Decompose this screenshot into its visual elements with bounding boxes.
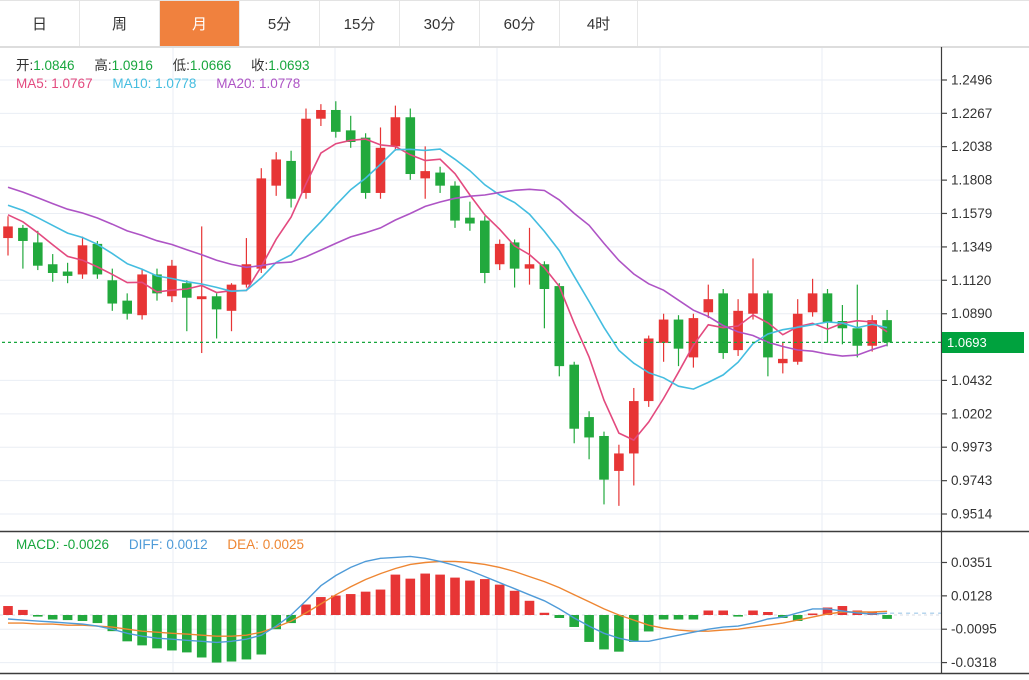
open-value: 1.0846 — [33, 58, 75, 73]
svg-text:1.0202: 1.0202 — [951, 406, 992, 421]
ma5-value: 1.0767 — [51, 76, 93, 91]
dea-label: DEA: — [227, 537, 259, 552]
svg-text:1.1579: 1.1579 — [951, 206, 992, 221]
dea-line — [8, 560, 888, 637]
tab-5分[interactable]: 5分 — [240, 1, 320, 46]
tab-月[interactable]: 月 — [160, 1, 240, 46]
current-price-badge: 1.0693 — [942, 331, 1024, 353]
candlestick-series — [3, 101, 892, 506]
macd-value: -0.0026 — [63, 537, 110, 552]
ma20-line — [7, 186, 888, 357]
dea-value: 0.0025 — [262, 537, 304, 552]
ohlc-readout: 开:1.0846 高:1.0916 低:1.0666 收:1.0693 — [16, 54, 326, 74]
svg-text:-0.0318: -0.0318 — [951, 655, 997, 670]
ma20-label: MA20: — [216, 76, 256, 91]
diff-label: DIFF: — [128, 537, 163, 552]
ma20-value: 1.0778 — [259, 76, 301, 91]
svg-text:0.9514: 0.9514 — [951, 507, 993, 522]
ma10-value: 1.0778 — [155, 76, 197, 91]
svg-text:1.1808: 1.1808 — [951, 173, 992, 188]
tab-60分[interactable]: 60分 — [480, 1, 560, 46]
svg-text:1.0890: 1.0890 — [951, 306, 992, 321]
svg-text:-0.0095: -0.0095 — [951, 622, 997, 637]
macd-label: MACD: — [16, 537, 60, 552]
ma-readout: MA5: 1.0767 MA10: 1.0778 MA20: 1.0778 — [16, 76, 316, 91]
ma5-label: MA5: — [16, 76, 48, 91]
svg-text:0.0128: 0.0128 — [951, 588, 992, 603]
ma5-line — [7, 138, 888, 442]
high-value: 1.0916 — [111, 58, 153, 73]
svg-text:1.2038: 1.2038 — [951, 139, 992, 154]
tab-15分[interactable]: 15分 — [320, 1, 400, 46]
close-value: 1.0693 — [268, 58, 310, 73]
low-value: 1.0666 — [189, 58, 232, 73]
ma10-line — [7, 148, 888, 390]
open-label: 开: — [16, 58, 34, 73]
price-axis-labels: 1.2496 1.2267 1.2038 1.1808 1.1579 1.1349 1.11… — [941, 73, 993, 522]
diff-line — [7, 555, 888, 644]
period-tabbar: 日周月 5分 15分 30分 60分 4时 — [0, 1, 1029, 47]
svg-text:1.0432: 1.0432 — [951, 373, 992, 388]
svg-text:1.2496: 1.2496 — [951, 73, 992, 88]
diff-value: 0.0012 — [166, 537, 208, 552]
svg-text:0.0351: 0.0351 — [951, 555, 992, 570]
tab-30分[interactable]: 30分 — [400, 1, 480, 46]
macd-histogram — [3, 573, 892, 663]
macd-axis-labels: 0.0351 0.0128 -0.0095 -0.0318 — [941, 555, 997, 670]
svg-text:1.2267: 1.2267 — [951, 106, 992, 121]
macd-readout: MACD: -0.0026 DIFF: 0.0012 DEA: 0.0025 — [16, 537, 320, 552]
close-label: 收: — [250, 58, 269, 73]
tab-周[interactable]: 周 — [80, 1, 160, 46]
tab-日[interactable]: 日 — [0, 1, 80, 46]
tab-4时[interactable]: 4时 — [560, 1, 638, 46]
svg-text:0.9973: 0.9973 — [951, 440, 992, 455]
svg-text:1.1349: 1.1349 — [951, 239, 992, 254]
high-label: 高: — [94, 58, 112, 73]
ma10-label: MA10: — [112, 76, 152, 91]
svg-text:1.1120: 1.1120 — [951, 273, 991, 288]
svg-text:0.9743: 0.9743 — [951, 473, 992, 488]
low-label: 低: — [172, 58, 190, 73]
